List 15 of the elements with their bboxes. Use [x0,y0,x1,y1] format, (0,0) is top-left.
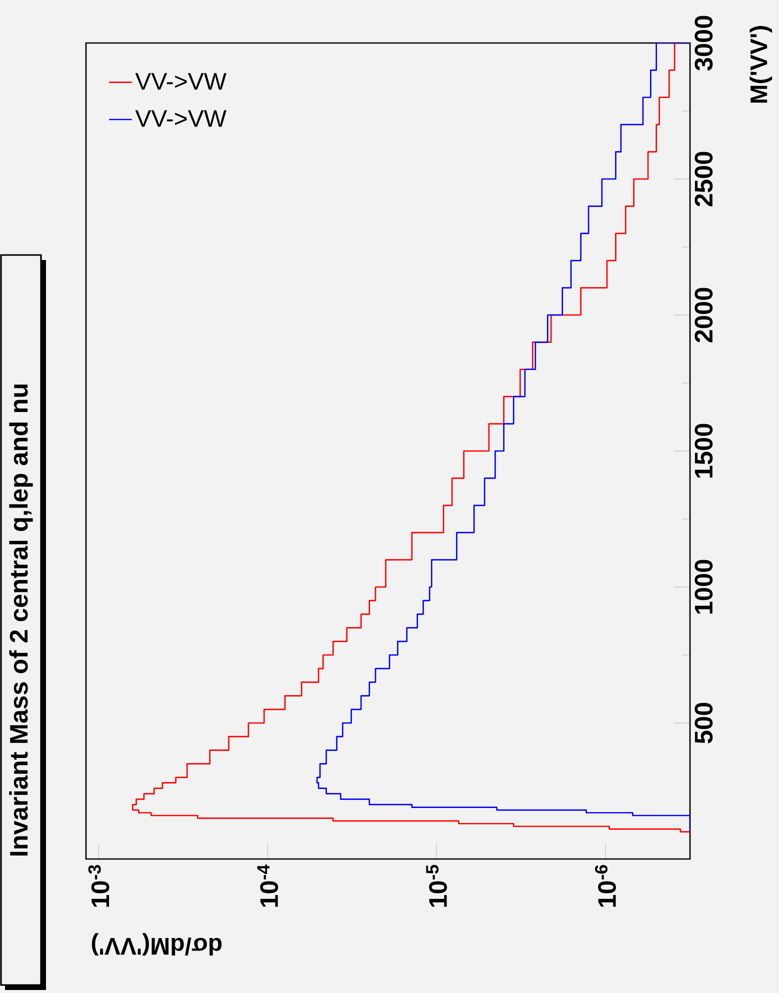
y-tick-label: 3000 [694,16,713,71]
legend-label: VV->VW [135,73,226,90]
x-tick-label: 10$^{-3}$ [88,865,110,907]
text: Invariant Mass of 2 central q,lep and nu [9,384,33,856]
x-axis-title: dσ/dM('VV') [92,933,222,956]
x-tick-label: 10$^{-5}$ [426,864,447,907]
y-axis-title: M('VV') [750,26,772,103]
legend-label: VV->VW [135,110,226,127]
x-tick-label: 10$^{-4}$ [257,864,278,907]
y-tick-label: 2500 [694,152,713,206]
y-tick-label: 2000 [694,288,713,342]
y-tick-label: 500 [694,702,713,744]
y-tick-label: 1000 [694,560,713,614]
y-tick-label: 1500 [694,424,713,478]
x-tick-label: 10$^{-6}$ [595,865,616,907]
